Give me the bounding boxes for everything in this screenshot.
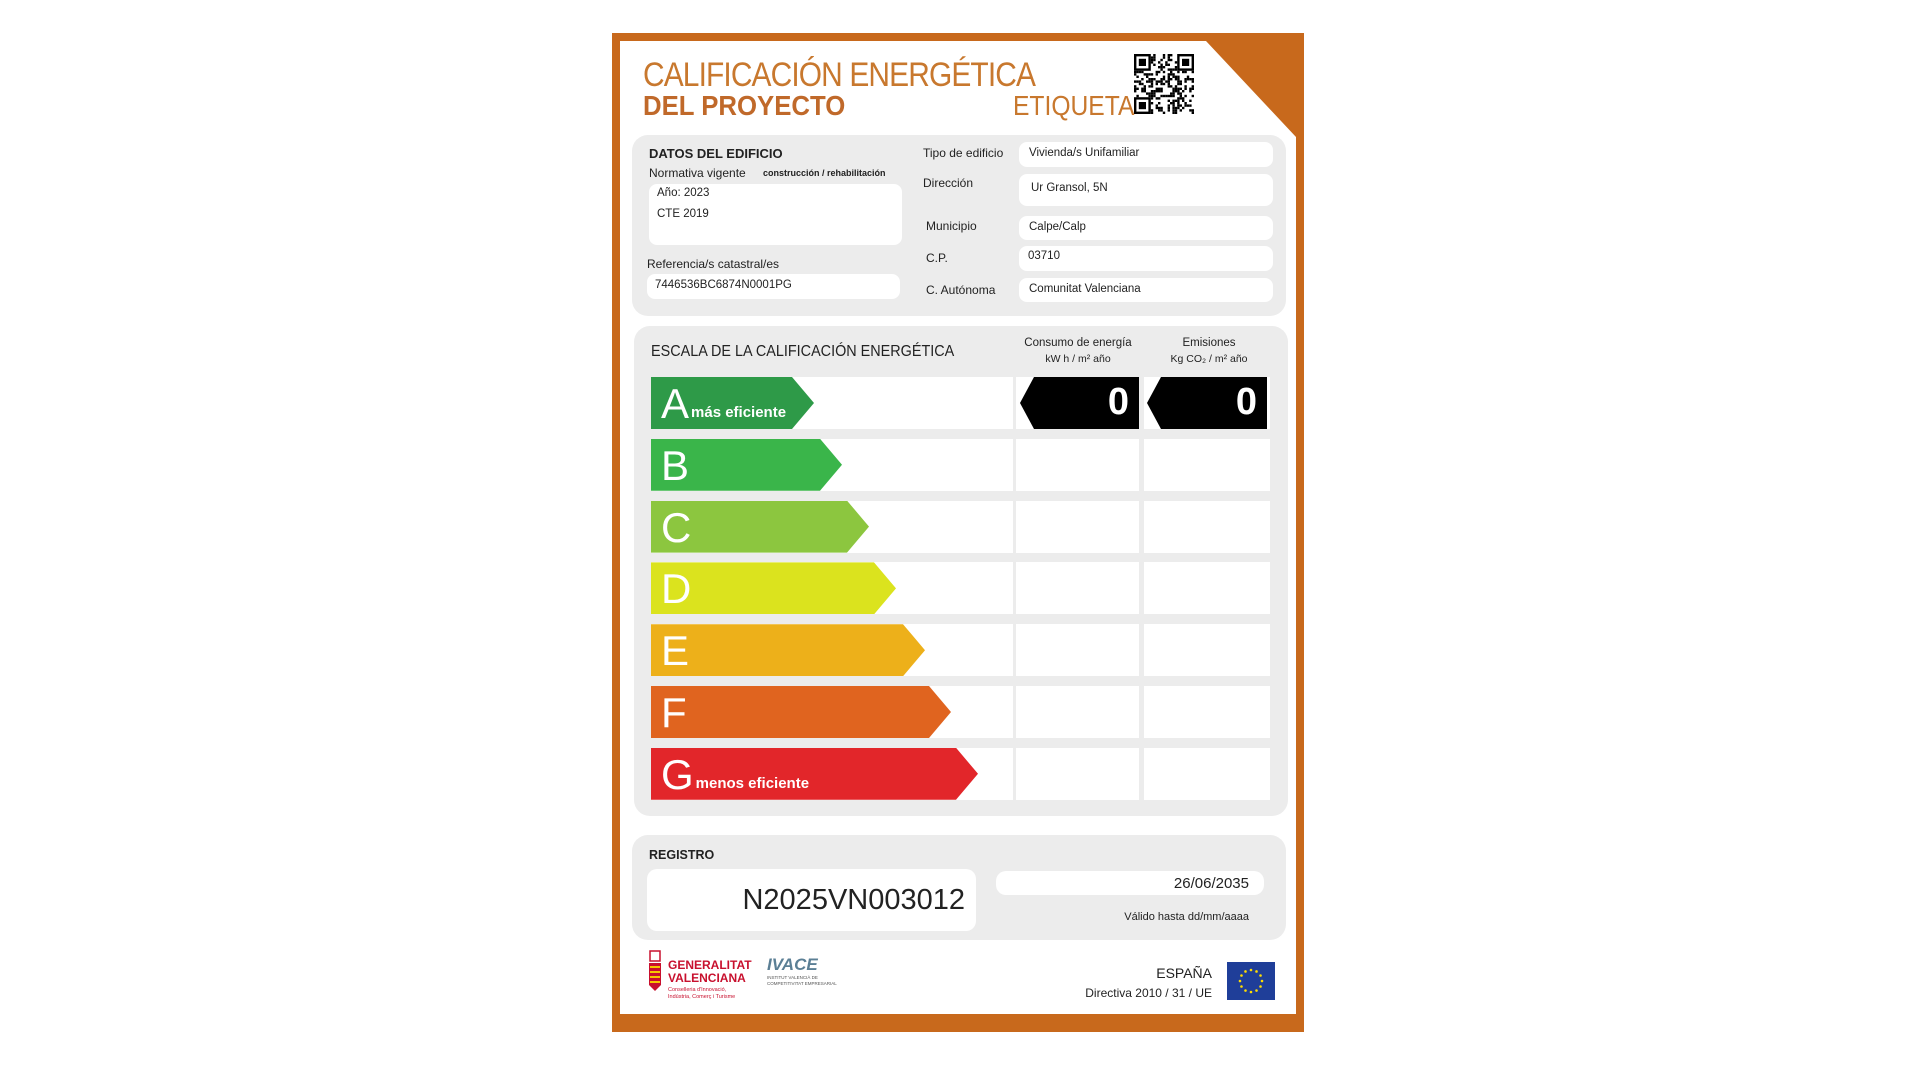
- field-label-direccion: Dirección: [923, 176, 974, 190]
- consumo-cell: [1016, 562, 1139, 615]
- class-letter: E: [661, 627, 690, 675]
- normativa-box: Año: 2023 CTE 2019: [649, 184, 902, 245]
- gv-sub1: Conselleria d'Innovació,: [668, 987, 727, 993]
- field-value-autonoma: Comunitat Valenciana: [1019, 278, 1273, 302]
- normativa-cte: CTE 2019: [657, 208, 709, 220]
- consumo-header: Consumo de energía kW h / m² año: [1008, 337, 1148, 365]
- ivace-name: IVACE: [767, 955, 818, 974]
- ivace-logo: IVACE INSTITUT VALENCIÀ DE COMPETITIVITA…: [767, 955, 837, 987]
- ivace-sub2: COMPETITIVITAT EMPRESARIAL: [767, 981, 837, 986]
- emisiones-cell: [1144, 624, 1270, 677]
- emisiones-title: Emisiones: [1182, 337, 1236, 349]
- eu-flag-icon: [1227, 962, 1275, 1000]
- field-value-tipo: Vivienda/s Unifamiliar: [1019, 142, 1273, 167]
- consumo-cell: [1016, 624, 1139, 677]
- class-letter: D: [661, 565, 692, 613]
- class-letter: A: [661, 380, 690, 427]
- class-arrow-f: F: [651, 686, 951, 738]
- consumo-title: Consumo de energía: [1024, 337, 1132, 349]
- class-letter: G: [661, 750, 694, 798]
- field-label-municipio: Municipio: [926, 219, 977, 233]
- valid-label: Válido hasta dd/mm/aaaa: [1124, 911, 1249, 923]
- gv-line2: VALENCIANA: [668, 971, 746, 985]
- consumo-cell: [1016, 747, 1139, 800]
- title-line1: CALIFICACIÓN ENERGÉTICA: [643, 56, 1036, 94]
- title-line2: DEL PROYECTO: [643, 90, 846, 121]
- country: ESPAÑA: [1156, 965, 1212, 981]
- class-letter: C: [661, 503, 692, 551]
- emisiones-cell: [1144, 438, 1270, 491]
- consumo-cell: [1016, 438, 1139, 491]
- consumo-cell: [1016, 500, 1139, 553]
- gv-sub2: Indústria, Comerç i Turisme: [668, 994, 736, 1000]
- ivace-sub1: INSTITUT VALENCIÀ DE: [767, 975, 818, 980]
- emisiones-cell: [1144, 562, 1270, 615]
- field-label-cp: C.P.: [926, 251, 948, 265]
- registro-number-box: N2025VN003012: [647, 869, 976, 931]
- registro-title: REGISTRO: [649, 848, 715, 862]
- consumo-indicator: 0: [1020, 377, 1139, 429]
- field-value-municipio: Calpe/Calp: [1019, 216, 1273, 240]
- scale-title: ESCALA DE LA CALIFICACIÓN ENERGÉTICA: [651, 343, 955, 360]
- consumo-unit: kW h / m² año: [1045, 353, 1111, 365]
- catastral-label: Referencia/s catastral/es: [647, 257, 780, 271]
- field-value-cp: 03710: [1019, 246, 1273, 271]
- catastral-value: 7446536BC6874N0001PG: [647, 274, 900, 299]
- valid-date: 26/06/2035: [1173, 875, 1249, 892]
- class-arrow-b: B: [651, 438, 842, 491]
- class-letter: F: [661, 689, 687, 736]
- building-section-title: DATOS DEL EDIFICIO: [649, 146, 783, 161]
- consumo-cell: [1016, 686, 1139, 738]
- emisiones-indicator: 0: [1147, 377, 1267, 429]
- emisiones-cell: [1144, 500, 1270, 553]
- class-sub: más eficiente: [691, 404, 787, 421]
- generalitat-logo: GENERALITAT VALENCIANA Conselleria d'Inn…: [647, 949, 757, 1005]
- etiqueta-label: ETIQUETA: [1013, 90, 1135, 121]
- emisiones-cell: [1144, 686, 1270, 738]
- registro-number: N2025VN003012: [742, 884, 965, 916]
- emisiones-header: Emisiones Kg CO₂ / m² año: [1139, 337, 1279, 365]
- valid-date-box: 26/06/2035: [996, 871, 1264, 895]
- normativa-year: Año: 2023: [657, 187, 710, 199]
- field-label-tipo: Tipo de edificio: [923, 146, 1004, 160]
- normativa-sub: construcción / rehabilitación: [763, 168, 886, 178]
- qr-code-icon: [1134, 54, 1194, 114]
- field-label-autonoma: C. Autónoma: [926, 283, 996, 297]
- class-arrow-d: D: [651, 562, 896, 615]
- coat-of-arms-icon: [649, 950, 661, 991]
- class-letter: B: [661, 441, 690, 489]
- gv-line1: GENERALITAT: [668, 958, 752, 972]
- field-value-direccion: Ur Gransol, 5N: [1019, 174, 1273, 206]
- class-arrow-e: E: [651, 624, 925, 677]
- emisiones-cell: [1144, 747, 1270, 800]
- emisiones-unit: Kg CO₂ / m² año: [1170, 353, 1248, 365]
- class-arrow-c: C: [651, 500, 869, 553]
- class-sub: menos eficiente: [695, 774, 810, 792]
- normativa-label: Normativa vigente: [649, 166, 746, 180]
- directive: Directiva 2010 / 31 / UE: [1085, 986, 1212, 1000]
